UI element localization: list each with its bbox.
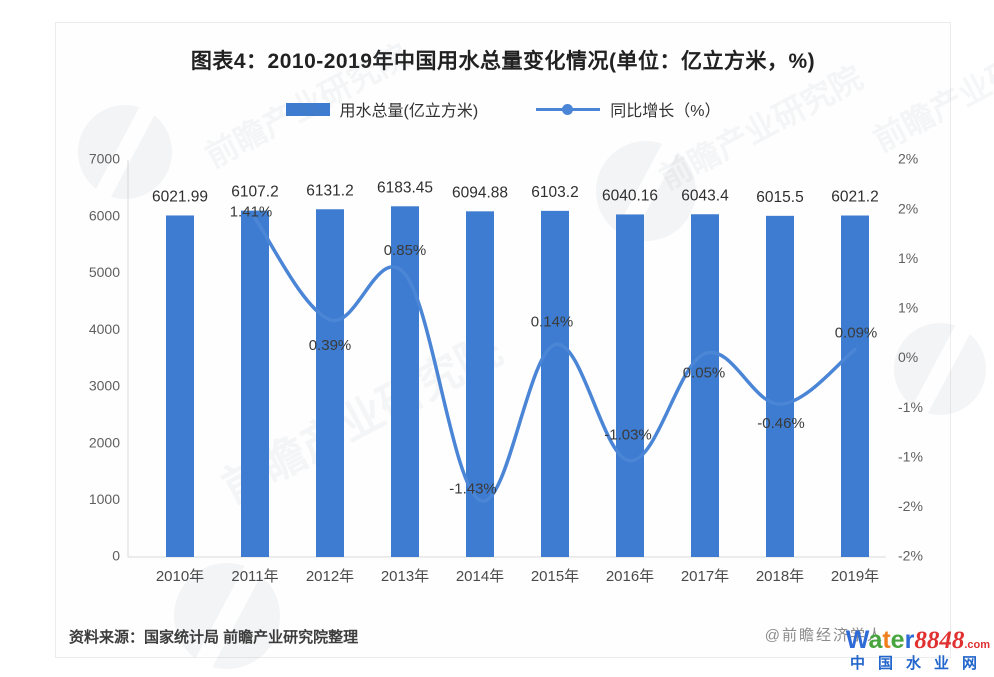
- growth-point-label: 0.39%: [309, 337, 352, 354]
- y-axis-left-tick: 2000: [89, 434, 120, 450]
- bar-value-label: 6021.99: [152, 188, 208, 205]
- bar-value-label: 6043.4: [681, 187, 729, 204]
- growth-line: [253, 216, 857, 503]
- y-axis-right-tick: -1%: [898, 448, 923, 464]
- x-axis-label: 2011年: [231, 568, 278, 585]
- y-axis-left-tick: 1000: [89, 491, 120, 507]
- growth-point-label: -1.43%: [449, 480, 497, 497]
- site-logo-letter: t: [882, 626, 891, 654]
- x-axis-label: 2010年: [156, 568, 204, 585]
- water-usage-bar: [391, 206, 419, 557]
- x-axis-label: 2017年: [681, 568, 729, 585]
- y-axis-left-tick: 5000: [89, 264, 120, 280]
- legend-item-bar-series: 用水总量(亿立方米): [285, 97, 479, 121]
- growth-point-label: 0.85%: [384, 242, 427, 259]
- x-axis-label: 2019年: [831, 568, 879, 585]
- site-logo: Water8848.com 中国水业网: [845, 626, 990, 672]
- line-swatch-icon: [536, 102, 601, 116]
- y-axis-right-tick: -1%: [898, 399, 923, 415]
- x-axis-label: 2013年: [381, 568, 429, 585]
- water-usage-bar: [316, 209, 344, 557]
- site-logo-wordmark: Water8848.com: [845, 626, 990, 654]
- y-axis-right-tick: 2%: [898, 151, 918, 167]
- x-axis-label: 2018年: [756, 568, 804, 585]
- water-usage-bar: [166, 215, 194, 557]
- y-axis-right-tick: 0%: [898, 349, 918, 365]
- growth-point-label: 1.41%: [230, 204, 273, 221]
- y-axis-right-tick: 1%: [898, 250, 918, 266]
- site-logo-letter: e: [890, 626, 905, 654]
- bar-value-label: 6040.16: [602, 187, 658, 204]
- legend-item-line-series: 同比增长（%）: [536, 97, 720, 121]
- x-axis-label: 2016年: [606, 568, 654, 585]
- x-axis-label: 2012年: [306, 568, 354, 585]
- water-usage-bar: [241, 210, 269, 557]
- bar-value-label: 6015.5: [756, 189, 803, 206]
- growth-point-label: 0.09%: [835, 325, 878, 342]
- y-axis-right-tick: 1%: [898, 300, 918, 316]
- y-axis-left-tick: 6000: [89, 207, 120, 223]
- water-usage-bar: [616, 214, 644, 557]
- site-logo-dotcom: .com: [964, 639, 990, 651]
- y-axis-right-tick: 2%: [898, 200, 918, 216]
- water-usage-bar: [766, 215, 794, 557]
- x-axis-label: 2014年: [456, 568, 504, 585]
- legend-line-label: 同比增长（%）: [610, 103, 721, 120]
- site-logo-letter: a: [868, 626, 883, 654]
- growth-point-label: 0.14%: [531, 314, 574, 331]
- legend-bar-label: 用水总量(亿立方米): [339, 103, 479, 120]
- y-axis-left-tick: 0: [112, 548, 120, 564]
- water-usage-bar: [466, 211, 494, 557]
- chart-canvas: 7000 6000 5000 4000 3000 2000 1000 0 2% 2% 1% 1% 0% -…: [89, 151, 923, 585]
- growth-point-label: -0.46%: [757, 415, 805, 432]
- growth-point-label: 0.05%: [683, 365, 726, 382]
- y-axis-right-tick: -2%: [898, 548, 923, 564]
- water-usage-bar: [691, 214, 719, 558]
- bar-value-label: 6094.88: [452, 184, 508, 201]
- site-logo-number: 8848: [914, 627, 965, 654]
- y-axis-left-tick: 7000: [89, 151, 120, 167]
- site-logo-letter: r: [904, 626, 915, 654]
- bar-value-label: 6107.2: [231, 184, 278, 201]
- bar-swatch-icon: [285, 102, 330, 116]
- chart-title: 图表4：2010-2019年中国用水总量变化情况(单位：亿立方米，%): [190, 50, 816, 73]
- y-axis-left-tick: 4000: [89, 321, 120, 337]
- y-axis-right-tick: -2%: [898, 498, 923, 514]
- bar-value-label: 6183.45: [377, 179, 433, 196]
- chart-panel: 前瞻产业研究院 前瞻产业研究院 前瞻产业研究院 前瞻产业研究院 图表4：2010…: [55, 21, 994, 669]
- chart-legend: 用水总量(亿立方米) 同比增长（%）: [56, 97, 950, 121]
- water-usage-bar: [841, 215, 869, 557]
- site-logo-name: 中国水业网: [849, 655, 990, 672]
- bar-value-label: 6021.2: [831, 189, 878, 206]
- source-note: 资料来源：国家统计局 前瞻产业研究院整理: [69, 629, 359, 646]
- water-usage-bar: [541, 210, 569, 557]
- site-logo-letter: W: [845, 626, 869, 654]
- bar-value-label: 6131.2: [306, 182, 353, 199]
- credit-note: @前瞻经济学人: [764, 627, 884, 644]
- bar-value-label: 6103.2: [531, 184, 578, 201]
- growth-point-label: -1.03%: [604, 427, 652, 444]
- y-axis-left-tick: 3000: [89, 378, 120, 394]
- x-axis-label: 2015年: [531, 568, 579, 585]
- chart-area: 7000 6000 5000 4000 3000 2000 1000 0 2% 2% 1% 1% 0% -…: [56, 140, 952, 620]
